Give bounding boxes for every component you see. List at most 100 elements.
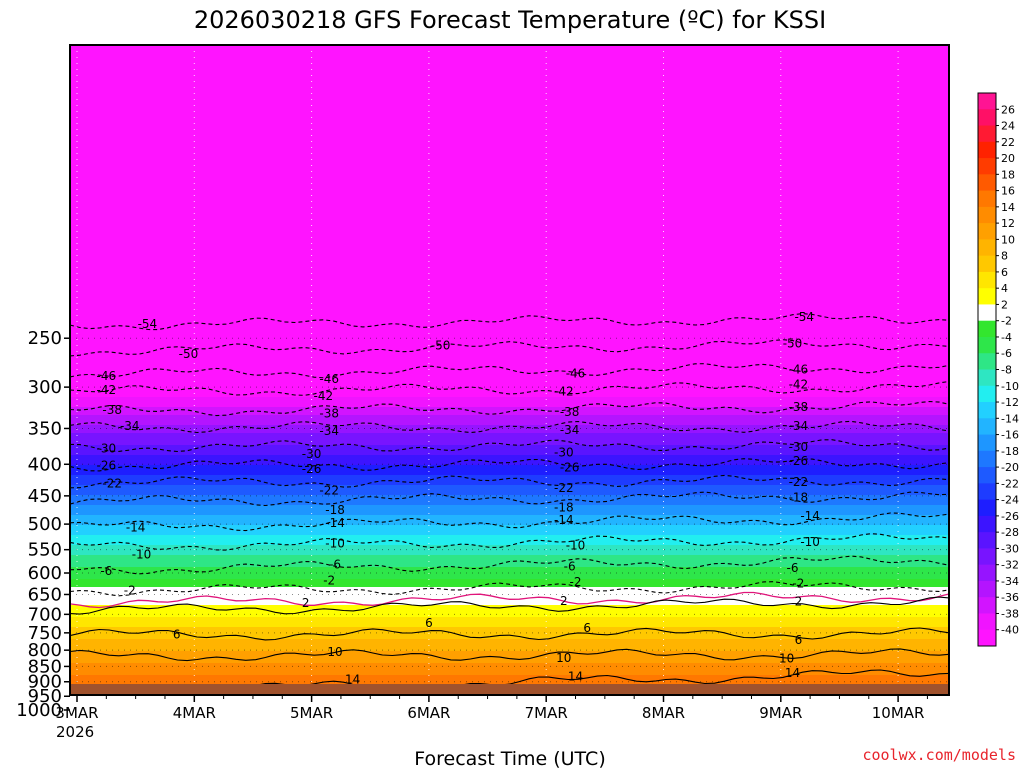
x-tick-label: 7MAR bbox=[525, 704, 568, 722]
band-row bbox=[70, 529, 949, 532]
colorbar-label: 14 bbox=[1001, 201, 1015, 214]
band-row bbox=[70, 69, 949, 72]
band-row bbox=[70, 287, 949, 290]
band-row bbox=[70, 153, 949, 156]
band-row bbox=[70, 51, 949, 54]
colorbar-segment bbox=[978, 564, 996, 582]
band-row bbox=[70, 327, 949, 330]
band-row bbox=[70, 669, 949, 672]
contour-label: -38 bbox=[319, 406, 339, 420]
band-row bbox=[70, 63, 949, 66]
colorbar-segment bbox=[978, 206, 996, 224]
band-row bbox=[70, 621, 949, 624]
band-row bbox=[70, 491, 949, 494]
band-row bbox=[70, 169, 949, 172]
band-row bbox=[70, 535, 949, 538]
contour-line bbox=[70, 458, 949, 472]
band-row bbox=[70, 653, 949, 656]
band-row bbox=[70, 267, 949, 270]
band-row bbox=[70, 131, 949, 134]
band-row bbox=[70, 647, 949, 650]
contour-label: -18 bbox=[554, 501, 574, 515]
band-row bbox=[70, 151, 949, 154]
band-row bbox=[70, 649, 949, 652]
contour-label: -42 bbox=[789, 377, 809, 391]
contour-line bbox=[70, 533, 949, 551]
band-row bbox=[70, 605, 949, 608]
band-row bbox=[70, 395, 949, 398]
band-row bbox=[70, 589, 949, 592]
band-row bbox=[70, 611, 949, 614]
y-tick-label: 300 bbox=[28, 377, 62, 398]
band-row bbox=[70, 319, 949, 322]
contour-label: -30 bbox=[97, 441, 117, 455]
band-row bbox=[70, 469, 949, 472]
plot-area: -54 -54-50-50 -50-46 -46 -46 -46-42 -42 -42-42-… bbox=[70, 45, 949, 695]
band-row bbox=[70, 105, 949, 108]
band-row bbox=[70, 221, 949, 224]
band-row bbox=[70, 359, 949, 362]
band-row bbox=[70, 175, 949, 178]
band-row bbox=[70, 431, 949, 434]
band-row bbox=[70, 343, 949, 346]
credit-text[interactable]: coolwx.com/models bbox=[862, 746, 1016, 764]
colorbar-segment bbox=[978, 629, 996, 647]
band-row bbox=[70, 83, 949, 86]
band-row bbox=[70, 349, 949, 352]
band-row bbox=[70, 587, 949, 590]
band-row bbox=[70, 293, 949, 296]
colorbar-label: 2 bbox=[1001, 298, 1008, 311]
colorbar-segment bbox=[978, 467, 996, 484]
y-tick-label: 700 bbox=[28, 604, 62, 625]
band-row bbox=[70, 313, 949, 316]
band-row bbox=[70, 55, 949, 58]
band-row bbox=[70, 103, 949, 106]
band-row bbox=[70, 177, 949, 180]
band-row bbox=[70, 67, 949, 70]
contour-label: -30 bbox=[554, 446, 574, 460]
band-row bbox=[70, 79, 949, 82]
contour-label: 10 bbox=[556, 651, 571, 665]
colorbar-segment bbox=[978, 385, 996, 403]
band-row bbox=[70, 275, 949, 278]
band-row bbox=[70, 507, 949, 510]
colorbar-segment bbox=[978, 450, 996, 468]
x-tick-label: 9MAR bbox=[759, 704, 802, 722]
band-row bbox=[70, 225, 949, 228]
contour-label: -10 bbox=[132, 548, 152, 562]
band-row bbox=[70, 487, 949, 490]
band-row bbox=[70, 273, 949, 276]
band-row bbox=[70, 121, 949, 124]
colorbar: 26 24 22 20 18 16 14 12 10 8 6 4 2 -2 -4 -6 -8 -10 -12 -14 -… bbox=[977, 92, 1019, 647]
colorbar-label: -32 bbox=[1001, 559, 1019, 572]
band-row bbox=[70, 505, 949, 508]
contour-label: -42 bbox=[97, 383, 117, 397]
contour-label: 14 bbox=[345, 672, 360, 686]
band-row bbox=[70, 599, 949, 602]
contour-label: -2 bbox=[323, 574, 335, 588]
contour-line bbox=[70, 400, 949, 417]
band-row bbox=[70, 495, 949, 498]
band-row bbox=[70, 307, 949, 310]
band-row bbox=[70, 73, 949, 76]
y-tick-label: 600 bbox=[28, 563, 62, 584]
band-row bbox=[70, 317, 949, 320]
band-row bbox=[70, 87, 949, 90]
band-row bbox=[70, 437, 949, 440]
band-row bbox=[70, 373, 949, 376]
band-row bbox=[70, 81, 949, 84]
band-row bbox=[70, 119, 949, 122]
contour-label: -46 bbox=[319, 372, 339, 386]
band-row bbox=[70, 675, 949, 678]
band-row bbox=[70, 677, 949, 680]
contour-label: 14 bbox=[785, 666, 800, 680]
colorbar-segment bbox=[978, 304, 996, 322]
contour-label: -54 bbox=[138, 317, 158, 331]
y-tick-label: 1000 bbox=[16, 700, 62, 721]
band-row bbox=[70, 191, 949, 194]
colorbar-label: 12 bbox=[1001, 217, 1015, 230]
colorbar-label: 26 bbox=[1001, 103, 1015, 116]
colorbar-label: 8 bbox=[1001, 250, 1008, 263]
contour-label: 6 bbox=[173, 628, 181, 642]
band-row bbox=[70, 179, 949, 182]
